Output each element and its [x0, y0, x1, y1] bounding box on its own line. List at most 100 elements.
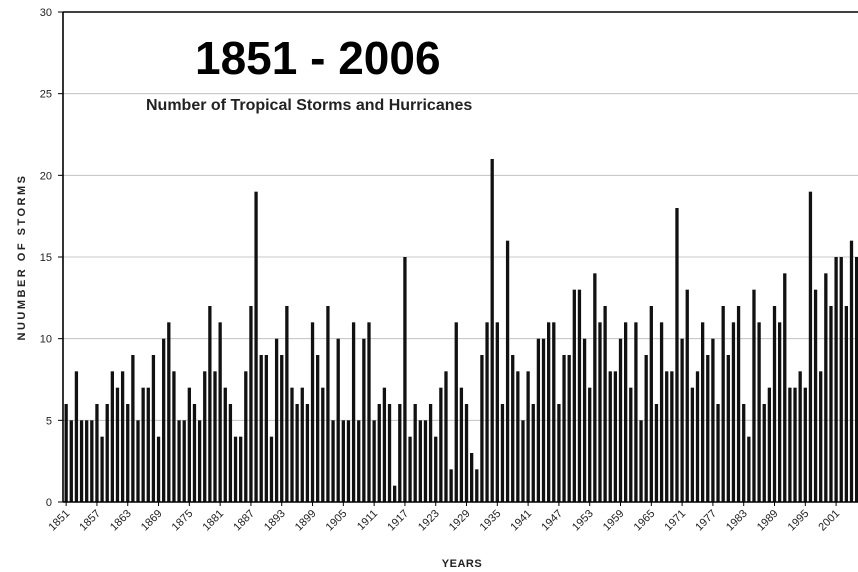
bar — [187, 387, 191, 502]
bar — [505, 240, 510, 502]
bar — [269, 436, 274, 502]
bar — [793, 387, 797, 502]
bar — [557, 404, 561, 502]
bar — [310, 322, 315, 502]
bar — [264, 355, 268, 502]
bar — [788, 387, 792, 502]
bar — [434, 436, 438, 502]
bar — [562, 355, 566, 502]
bar — [321, 387, 325, 502]
x-tick-label: 1863 — [108, 508, 134, 534]
bar — [295, 404, 299, 502]
bar — [839, 257, 843, 502]
bar — [85, 420, 89, 502]
x-tick-label: 1965 — [632, 508, 658, 534]
bar — [408, 436, 412, 502]
bar — [316, 355, 320, 502]
bar — [110, 371, 114, 502]
bar — [582, 338, 587, 502]
x-tick-label: 1947 — [539, 508, 565, 534]
bar — [290, 387, 294, 502]
bar — [634, 322, 638, 502]
x-tick-label: 1923 — [416, 508, 442, 534]
y-tick-label: 25 — [40, 89, 52, 101]
x-tick-label: 1887 — [231, 508, 257, 534]
x-tick-label: 2001 — [816, 508, 842, 534]
bar — [685, 289, 689, 502]
bar — [449, 469, 453, 502]
x-tick-label: 1935 — [478, 508, 504, 534]
bar — [680, 338, 684, 502]
bar — [259, 355, 263, 502]
bar — [659, 322, 664, 502]
bar — [280, 355, 284, 502]
bar — [274, 338, 279, 502]
bar — [177, 420, 181, 502]
x-tick-label: 1881 — [200, 508, 226, 534]
bar — [577, 289, 582, 502]
bar — [228, 404, 233, 502]
bar — [382, 387, 387, 502]
bar — [613, 371, 618, 502]
bar — [156, 436, 161, 502]
bar — [531, 404, 535, 502]
bar — [772, 306, 777, 502]
y-tick-label: 0 — [46, 497, 52, 509]
bar — [233, 436, 238, 502]
bar — [131, 355, 135, 502]
bar — [326, 306, 330, 502]
x-tick-label: 1941 — [508, 508, 534, 534]
bar — [141, 387, 145, 502]
bar — [747, 436, 751, 502]
bar — [470, 453, 474, 502]
x-tick-label: 1869 — [139, 508, 165, 534]
bar — [367, 322, 371, 502]
chart-title: 1851 - 2006 — [195, 32, 441, 84]
bar — [526, 371, 530, 502]
bar — [208, 306, 212, 502]
bar — [588, 387, 592, 502]
bar — [239, 436, 243, 502]
bar — [665, 371, 669, 502]
x-axis-label: YEARS — [442, 558, 482, 570]
bar — [485, 322, 489, 502]
bar — [162, 338, 166, 502]
bar — [777, 322, 782, 502]
bar — [623, 322, 628, 502]
bar — [203, 371, 207, 502]
bar — [346, 420, 351, 502]
bars-group — [64, 159, 858, 502]
bar — [552, 322, 556, 502]
bar — [490, 159, 494, 502]
bar — [223, 387, 227, 502]
bar — [459, 387, 464, 502]
bar — [254, 191, 258, 502]
bar — [300, 387, 304, 502]
bar — [182, 420, 186, 502]
y-axis-label: NUUMBER OF STORMS — [16, 174, 28, 341]
bar — [629, 387, 633, 502]
x-tick-label: 1929 — [447, 508, 473, 534]
bar — [351, 322, 356, 502]
bar — [495, 322, 499, 502]
x-tick-label: 1995 — [786, 508, 812, 534]
bar — [844, 306, 849, 502]
bar — [331, 420, 335, 502]
x-tick-label: 1875 — [170, 508, 196, 534]
bar — [418, 420, 422, 502]
bar — [393, 485, 397, 502]
bar — [357, 420, 361, 502]
bar — [654, 404, 659, 502]
bar — [126, 404, 130, 502]
x-tick-label: 1953 — [570, 508, 596, 534]
bar — [172, 371, 176, 502]
bar — [783, 273, 787, 502]
bar — [305, 404, 310, 502]
bar — [639, 420, 643, 502]
bar — [849, 240, 854, 502]
x-tick-label: 1983 — [724, 508, 750, 534]
x-tick-label: 1911 — [355, 508, 380, 533]
bar — [644, 355, 648, 502]
bar — [803, 387, 807, 502]
bar — [151, 355, 156, 502]
